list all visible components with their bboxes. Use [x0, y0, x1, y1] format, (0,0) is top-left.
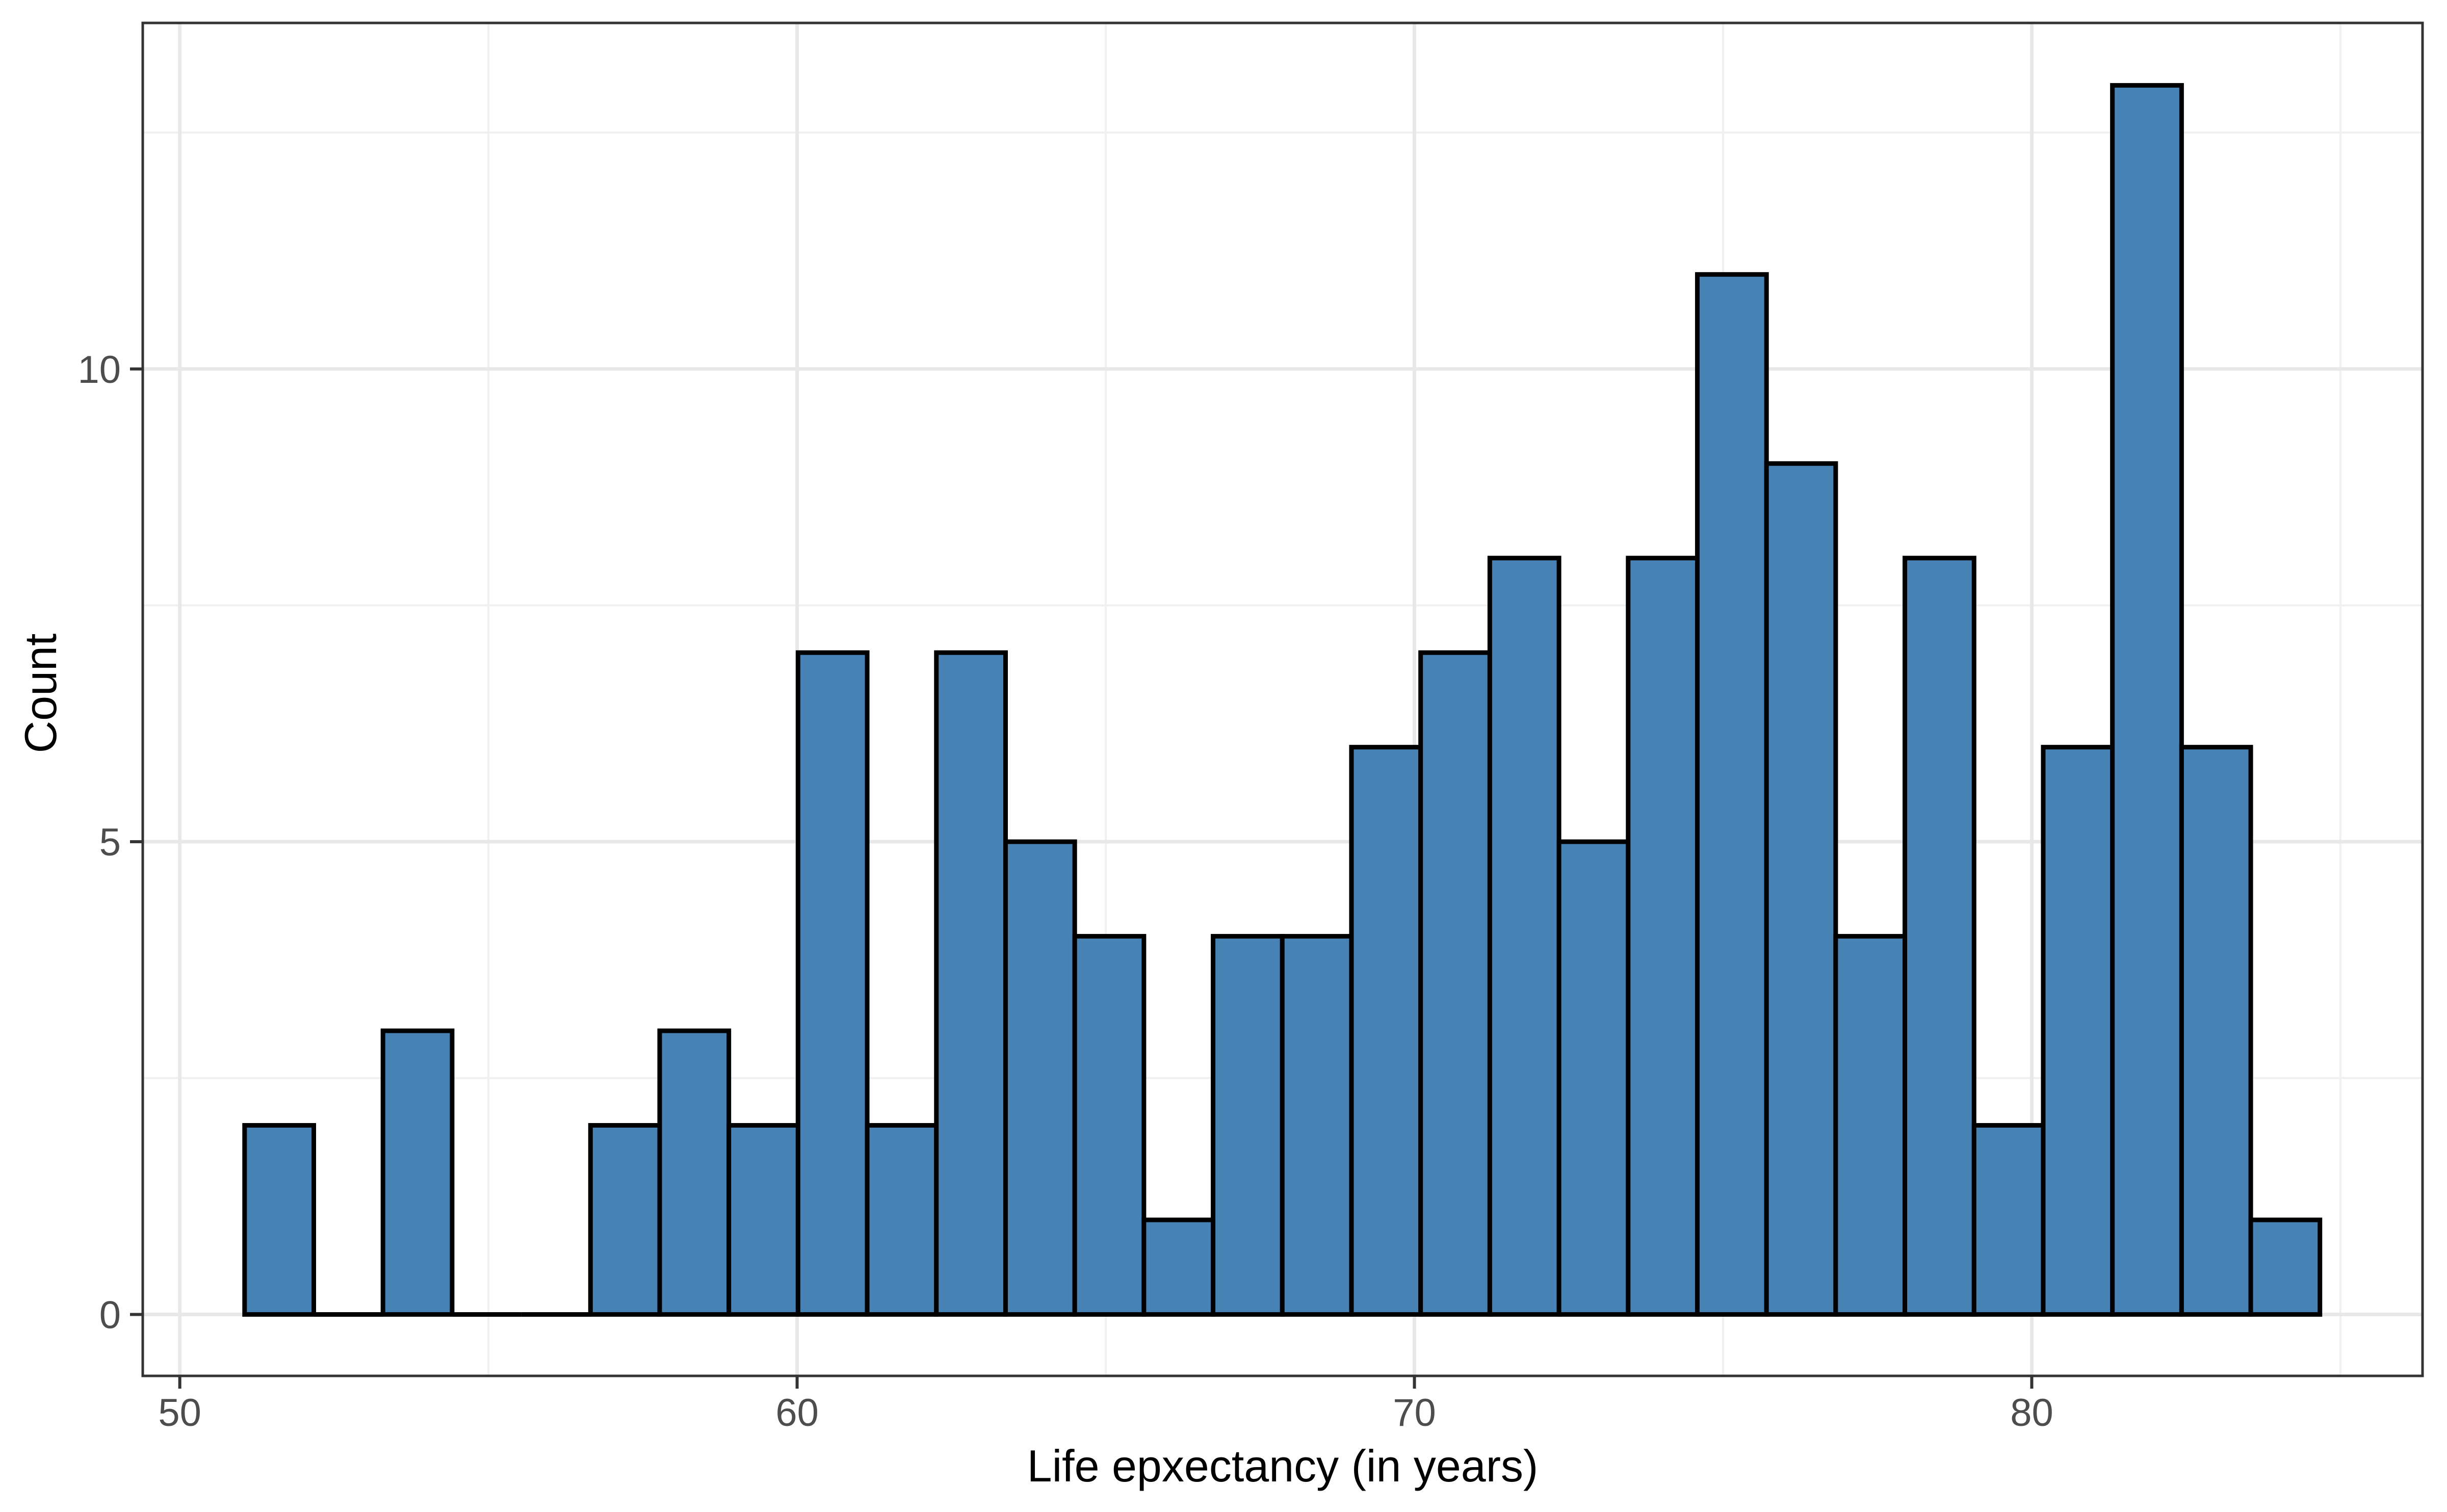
histogram-bar	[588, 1123, 662, 1317]
histogram-bar	[726, 1123, 800, 1317]
histogram-bar	[1487, 556, 1561, 1317]
y-axis-tick-labels: 0 5 10	[77, 348, 121, 1337]
histogram-bar	[1556, 839, 1631, 1317]
histogram-bar	[380, 1028, 455, 1317]
x-axis-title: Life epxectancy (in years)	[1027, 1441, 1539, 1491]
y-axis-title: Count	[15, 633, 66, 753]
histogram-bar	[1833, 934, 1908, 1317]
y-tick-label: 10	[77, 348, 121, 392]
histogram-bar	[1003, 839, 1077, 1317]
panel-border-rect	[141, 21, 2424, 1377]
histogram-bar	[1141, 1217, 1216, 1317]
histogram-bar	[1971, 1123, 2046, 1317]
histogram-bar	[1349, 745, 1423, 1317]
histogram-bar	[2110, 83, 2184, 1317]
y-tick-label: 0	[99, 1293, 121, 1337]
histogram-bars	[242, 83, 2323, 1317]
x-tick-label: 70	[1393, 1391, 1436, 1435]
histogram-bar	[1418, 650, 1492, 1317]
x-axis-tick-labels: 50 60 70 80	[158, 1391, 2053, 1435]
histogram-bar	[1626, 556, 1700, 1317]
histogram-bar	[934, 650, 1008, 1317]
x-tick-label: 80	[2010, 1391, 2053, 1435]
histogram-bar	[1903, 556, 1976, 1317]
histogram-bar	[795, 650, 870, 1317]
histogram-bar	[865, 1123, 939, 1317]
panel-border	[141, 21, 2424, 1377]
histogram-bar	[2248, 1217, 2323, 1317]
histogram-bar	[242, 1123, 317, 1317]
histogram-bar	[657, 1028, 732, 1317]
axis-tick-marks	[130, 367, 2034, 1389]
histogram-bar	[1764, 461, 1838, 1317]
histogram-bar	[2179, 745, 2253, 1317]
y-tick-label: 5	[99, 821, 121, 864]
histogram-bar	[1280, 934, 1354, 1317]
histogram-bar	[1211, 934, 1285, 1317]
histogram-bar	[1695, 272, 1769, 1317]
x-tick-label: 60	[775, 1391, 819, 1435]
x-tick-label: 50	[158, 1391, 201, 1435]
histogram-bar	[1072, 934, 1147, 1317]
histogram-bar	[2041, 745, 2115, 1317]
